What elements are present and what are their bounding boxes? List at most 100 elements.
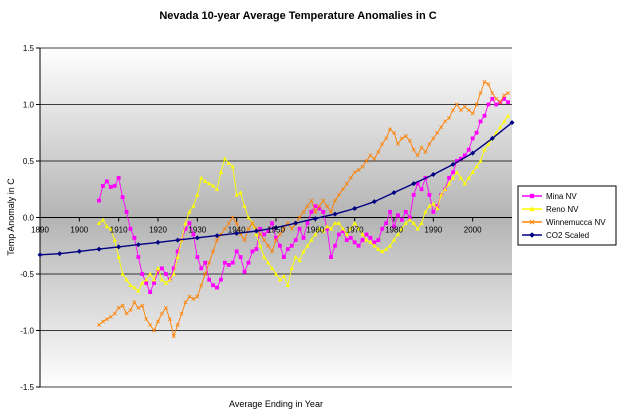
series-2-point-102 xyxy=(498,100,503,105)
x-tick-label-5: 1940 xyxy=(228,226,246,235)
series-2-point-25 xyxy=(195,294,200,299)
series-2-point-89 xyxy=(447,116,452,121)
series-1-point-22 xyxy=(183,220,188,225)
series-0-point-26 xyxy=(199,266,204,271)
series-2-point-6 xyxy=(120,303,125,308)
series-2-point-95 xyxy=(470,111,475,116)
series-1-point-12 xyxy=(144,277,149,282)
series-0-point-99 xyxy=(486,102,491,107)
series-2-point-44 xyxy=(270,249,275,254)
series-2-point-84 xyxy=(427,142,432,147)
series-1-point-20 xyxy=(175,254,180,259)
series-2-point-24 xyxy=(191,296,196,301)
series-0-point-104 xyxy=(506,100,510,105)
series-1 xyxy=(96,113,511,293)
series-1-point-68 xyxy=(364,237,369,242)
series-1-point-1 xyxy=(100,217,106,222)
series-1-point-25 xyxy=(195,192,200,197)
series-3-point-16 xyxy=(352,205,358,211)
series-0-point-75 xyxy=(392,224,396,229)
series-0-point-76 xyxy=(396,213,400,218)
series-1-point-47 xyxy=(281,273,286,278)
series-1-point-8 xyxy=(128,283,133,287)
series-0 xyxy=(97,96,510,294)
series-0-point-23 xyxy=(187,221,192,226)
series-1-point-91 xyxy=(454,170,460,174)
series-0-point-2 xyxy=(104,179,109,184)
series-2-point-51 xyxy=(297,215,302,220)
series-1-point-31 xyxy=(218,170,224,174)
series-0-point-14 xyxy=(152,281,156,285)
series-2-point-63 xyxy=(344,181,349,186)
series-1-point-40 xyxy=(254,232,259,237)
series-0-point-65 xyxy=(352,240,357,245)
series-2-point-30 xyxy=(215,238,219,243)
series-0-point-12 xyxy=(144,281,149,285)
series-0-point-91 xyxy=(455,159,459,163)
series-1-point-80 xyxy=(411,220,416,225)
series-2-point-41 xyxy=(258,232,263,237)
series-1-point-24 xyxy=(191,203,196,208)
series-1-point-18 xyxy=(167,277,172,282)
series-1-point-59 xyxy=(328,226,334,231)
y-tick-label-3: 0.0 xyxy=(23,214,35,223)
series-1-point-75 xyxy=(391,237,397,242)
series-3-point-20 xyxy=(430,172,436,178)
series-0-point-93 xyxy=(462,153,467,158)
series-0-point-29 xyxy=(211,283,215,288)
series-2-point-20 xyxy=(175,322,180,327)
series-0-point-17 xyxy=(163,272,168,276)
series-3-point-12 xyxy=(273,225,279,231)
y-tick-label-4: -0.5 xyxy=(20,270,34,279)
series-1-point-90 xyxy=(450,175,456,180)
series-1-point-51 xyxy=(297,258,302,263)
series-2-point-23 xyxy=(187,294,192,299)
x-tick-label-2: 1910 xyxy=(110,226,128,235)
series-0-point-5 xyxy=(116,176,121,180)
series-1-point-23 xyxy=(187,209,192,214)
x-axis-label: Average Ending in Year xyxy=(229,399,323,409)
series-2-point-79 xyxy=(407,138,412,143)
series-1-point-19 xyxy=(171,271,176,276)
series-1-point-96 xyxy=(474,164,479,169)
series-1-point-46 xyxy=(277,277,283,282)
series-2-point-1 xyxy=(100,319,105,324)
series-0-point-56 xyxy=(317,206,322,211)
series-2-point-53 xyxy=(305,204,310,209)
series-2-point-17 xyxy=(163,305,168,310)
series-1-point-11 xyxy=(140,280,145,285)
series-2-point-49 xyxy=(289,226,294,231)
series-0-point-9 xyxy=(132,235,137,240)
series-1-point-60 xyxy=(332,220,338,225)
series-2-point-39 xyxy=(250,221,255,226)
series-1-point-66 xyxy=(356,226,361,231)
series-0-point-43 xyxy=(266,229,271,233)
series-3 xyxy=(37,120,515,258)
series-1-point-42 xyxy=(262,254,267,259)
series-0-point-28 xyxy=(207,277,212,282)
series-layer xyxy=(37,79,515,339)
series-1-point-72 xyxy=(380,249,385,254)
series-0-point-11 xyxy=(140,272,145,276)
series-0-point-96 xyxy=(474,130,479,135)
series-1-point-74 xyxy=(387,243,393,248)
series-2-point-80 xyxy=(411,147,416,152)
series-2-point-12 xyxy=(144,317,149,322)
series-1-point-70 xyxy=(372,243,377,248)
series-2-point-14 xyxy=(152,328,157,333)
x-tick-label-3: 1920 xyxy=(149,226,167,235)
series-0-point-39 xyxy=(250,249,255,254)
series-0-point-54 xyxy=(309,209,314,214)
series-2-point-78 xyxy=(403,134,408,139)
series-3-point-1 xyxy=(57,251,63,257)
series-0-point-80 xyxy=(411,193,416,197)
series-1-point-45 xyxy=(273,271,279,276)
series-2-point-4 xyxy=(112,311,117,316)
series-0-point-68 xyxy=(364,232,369,237)
series-2-point-97 xyxy=(478,91,483,96)
x-tick-label-1: 1900 xyxy=(70,226,88,235)
series-2-point-99 xyxy=(486,82,491,87)
series-2-point-73 xyxy=(384,136,389,141)
series-1-point-14 xyxy=(151,277,157,282)
series-2-point-65 xyxy=(352,170,357,175)
